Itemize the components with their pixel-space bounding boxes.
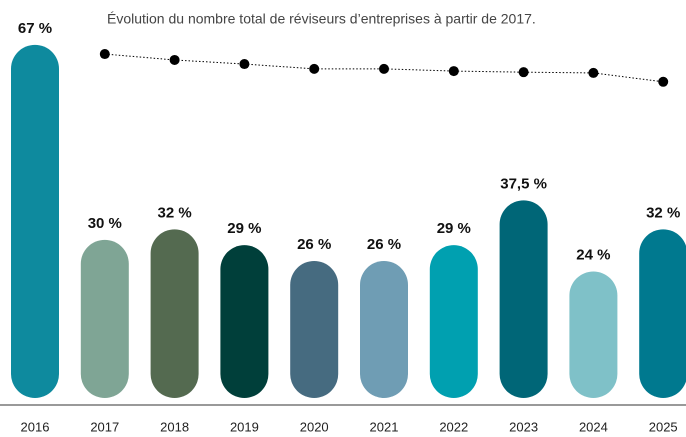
- value-label: 32 %: [157, 204, 191, 221]
- bar: [290, 260, 339, 398]
- bar: [11, 44, 59, 399]
- trend-dot: [658, 76, 669, 87]
- x-tick-label: 2017: [90, 419, 119, 434]
- bar: [499, 200, 548, 398]
- trend-dot: [448, 66, 459, 77]
- x-tick-label: 2025: [649, 419, 678, 434]
- x-tick-label: 2019: [230, 419, 259, 434]
- x-tick-label: 2024: [579, 419, 608, 434]
- trend-dot: [309, 63, 320, 74]
- value-label: 29 %: [437, 220, 471, 237]
- annotation: Évolution du nombre total de réviseurs d…: [107, 11, 536, 27]
- bar: [429, 245, 478, 398]
- bar: [569, 271, 618, 398]
- value-label: 30 %: [88, 215, 122, 232]
- trend-dot: [239, 59, 250, 70]
- x-tick-label: 2022: [439, 419, 468, 434]
- value-label: 29 %: [227, 220, 261, 237]
- bar: [639, 229, 686, 398]
- trend-dot: [99, 49, 110, 60]
- value-label: 26 %: [297, 236, 331, 253]
- value-label: 37,5 %: [500, 175, 547, 192]
- value-label: 24 %: [576, 246, 610, 263]
- bar: [150, 229, 199, 398]
- x-tick-label: 2018: [160, 419, 189, 434]
- trend-line: [104, 53, 664, 83]
- bar: [360, 260, 408, 398]
- bar: [220, 245, 269, 398]
- x-tick-label: 2023: [509, 419, 538, 434]
- trend-dot: [169, 54, 180, 65]
- trend-dot: [588, 67, 599, 78]
- value-label: 67 %: [18, 20, 52, 37]
- x-tick-label: 2021: [370, 419, 399, 434]
- trend-dot: [518, 67, 529, 78]
- x-tick-label: 2020: [300, 419, 329, 434]
- bar: [80, 239, 129, 398]
- value-label: 32 %: [646, 204, 680, 221]
- value-label: 26 %: [367, 236, 401, 253]
- x-tick-label: 2016: [21, 419, 50, 434]
- trend-dot: [379, 63, 389, 74]
